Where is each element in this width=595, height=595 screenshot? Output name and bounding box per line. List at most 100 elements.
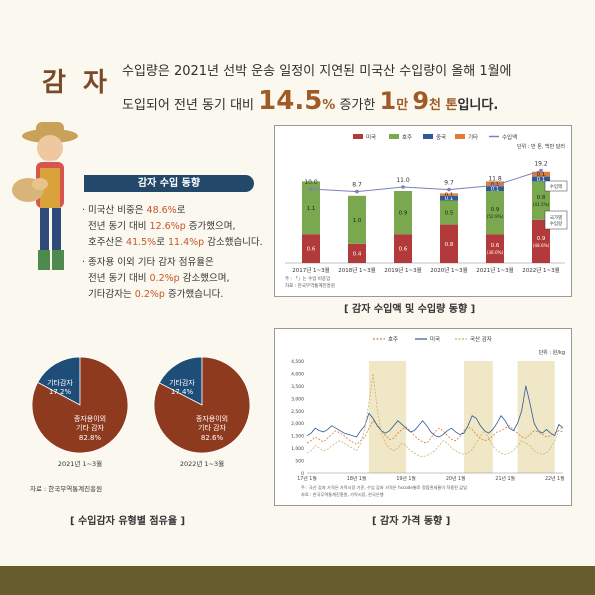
headline-num1: 1 [379,87,397,115]
callout-label: 국가별 [550,214,562,221]
x-tick-label: 2018년 1~3월 [338,266,375,274]
unit-note: 단위 : 만 톤, 백만 달러 [517,143,565,150]
bar-segment [394,191,412,235]
pie-value: 82.8% [79,434,102,442]
pie-value: 82.6% [201,434,224,442]
legend-swatch [455,134,465,139]
volume-value-label: 9.7 [444,180,454,187]
bar-value-label: 1.0 [353,218,362,224]
t: 로 [176,205,186,216]
bar-segment [486,234,504,263]
y-tick-label: 0 [301,471,304,477]
pie-label: 종자용이외 [74,414,106,423]
unit-note: 단위 : 원/kg [539,349,565,356]
bar-segment [440,224,458,263]
source-note: 자료 : 한국무역통계진흥원 [285,282,335,289]
bar-value-label: 0.1 [537,177,546,183]
y-tick-label: 500 [295,459,304,465]
y-tick-label: 2,000 [291,421,304,427]
volume-point [447,187,451,192]
x-tick-label: 2022년 1~3월 [522,266,559,274]
x-tick-label: 22년 1월 [545,475,565,482]
y-tick-label: 4,000 [291,371,304,377]
x-tick-label: 2017년 1~3월 [292,266,329,274]
pie-value: 17.2% [49,388,72,396]
shaded-period [463,361,493,473]
x-tick-label: 18년 1월 [347,475,367,482]
bar-value-label: 0.9 [537,236,546,242]
legend-label: 기타 [468,133,478,141]
bar-segment [440,193,458,196]
bar-value-label: 0.8 [537,195,546,201]
pie-title: 2022년 1~3월 [180,459,224,468]
t: 기타감자는 [88,289,135,300]
bar-value-label: 0.6 [399,247,408,253]
series-line [306,385,564,438]
t: 0.2%p [134,289,165,300]
source-note: 자료 : 한국무역통계진흥원, 가락시장, 한국은행 [301,491,384,498]
import-chart-caption: [ 감자 수입액 및 수입량 동향 ] [344,304,476,315]
bar-segment [348,195,366,244]
bar-value-label: 0.4 [353,251,362,257]
pie-label: 기타감자 [47,378,73,387]
t: 종자용 이외 기타 감자 점유율은 [88,257,214,268]
volume-point [355,189,359,194]
headline-prefix: 도입되어 전년 동기 대비 [122,98,254,113]
pie-label: 종자용이외 [196,414,228,423]
volume-point [401,185,405,189]
bar-segment [440,200,458,225]
bottom-band [0,566,595,595]
x-tick-label: 2020년 1~3월 [430,266,467,274]
trend-bullet-1: · 미국산 비중은 48.6%로 전년 동기 대비 12.6%p 증가했으며, … [82,205,263,248]
pie-slice [153,356,251,454]
t: 41.5% [126,237,157,248]
legend-label: 호주 [402,134,412,141]
volume-value-label: 8.7 [352,182,362,189]
t: 감소했습니다. [204,237,263,248]
bar-segment [532,176,550,182]
legend-label: 중국 [436,134,446,141]
y-tick-label: 3,000 [291,396,304,402]
bar-segment [348,243,366,263]
legend-swatch [389,134,399,139]
source-note: 주 : 국산 감자 가격은 가락시장 기준, 수입 감자 가격은 hscode별… [301,484,467,491]
price-chart-panel: 호주 미국 국산 감자 단위 : 원/kg 4,500 4,000 3,500 3,000 2,… [274,328,572,506]
bar-segment [302,234,320,263]
t: 증가했습니다. [164,289,224,300]
trend-heading: 감자 수입 동향 [84,175,254,192]
pie-slice [31,356,129,454]
t: 로 [156,237,168,248]
bar-value-label: (48.6%) [533,243,550,248]
bar-value-label: 0.1 [445,193,454,199]
legend-label: 수입액 [502,133,517,141]
callout-box [544,180,568,192]
bar-value-label: 0.6 [307,247,316,253]
bar-value-label: (36.0%) [487,250,504,255]
bar-segment [532,171,550,177]
pie-label: 기타 감자 [198,423,227,432]
section-title: 감 자 [42,68,111,98]
trend-bullet-2: · 종자용 이외 기타 감자 점유율은 전년 동기 대비 0.2%p 감소했으며… [82,257,230,300]
t: 0.2%p [149,273,180,284]
pie-slice [37,356,81,406]
t: 증가했으며, [185,221,236,232]
bar-value-label: (52.9%) [487,214,504,219]
pie-slice [158,356,203,406]
x-tick-label: 20년 1월 [446,475,466,482]
headline-suffix: 입니다. [457,98,499,113]
x-tick-label: 2021년 1~3월 [476,266,513,274]
bar-segment [486,191,504,235]
y-tick-label: 1,500 [291,434,304,440]
callout-box [544,210,568,230]
shaded-period [368,361,407,473]
x-tick-label: 17년 1월 [297,475,317,482]
bar-value-label: 0.8 [445,242,454,248]
y-tick-label: 3,500 [291,384,304,390]
t: 미국산 비중은 [88,205,147,216]
headline-mid: 증가한 [339,98,376,113]
x-tick-label: 2019년 1~3월 [384,266,421,274]
legend-swatch [353,134,363,139]
bar-value-label: 0.1 [491,187,500,193]
t: 11.4%p [167,237,205,248]
